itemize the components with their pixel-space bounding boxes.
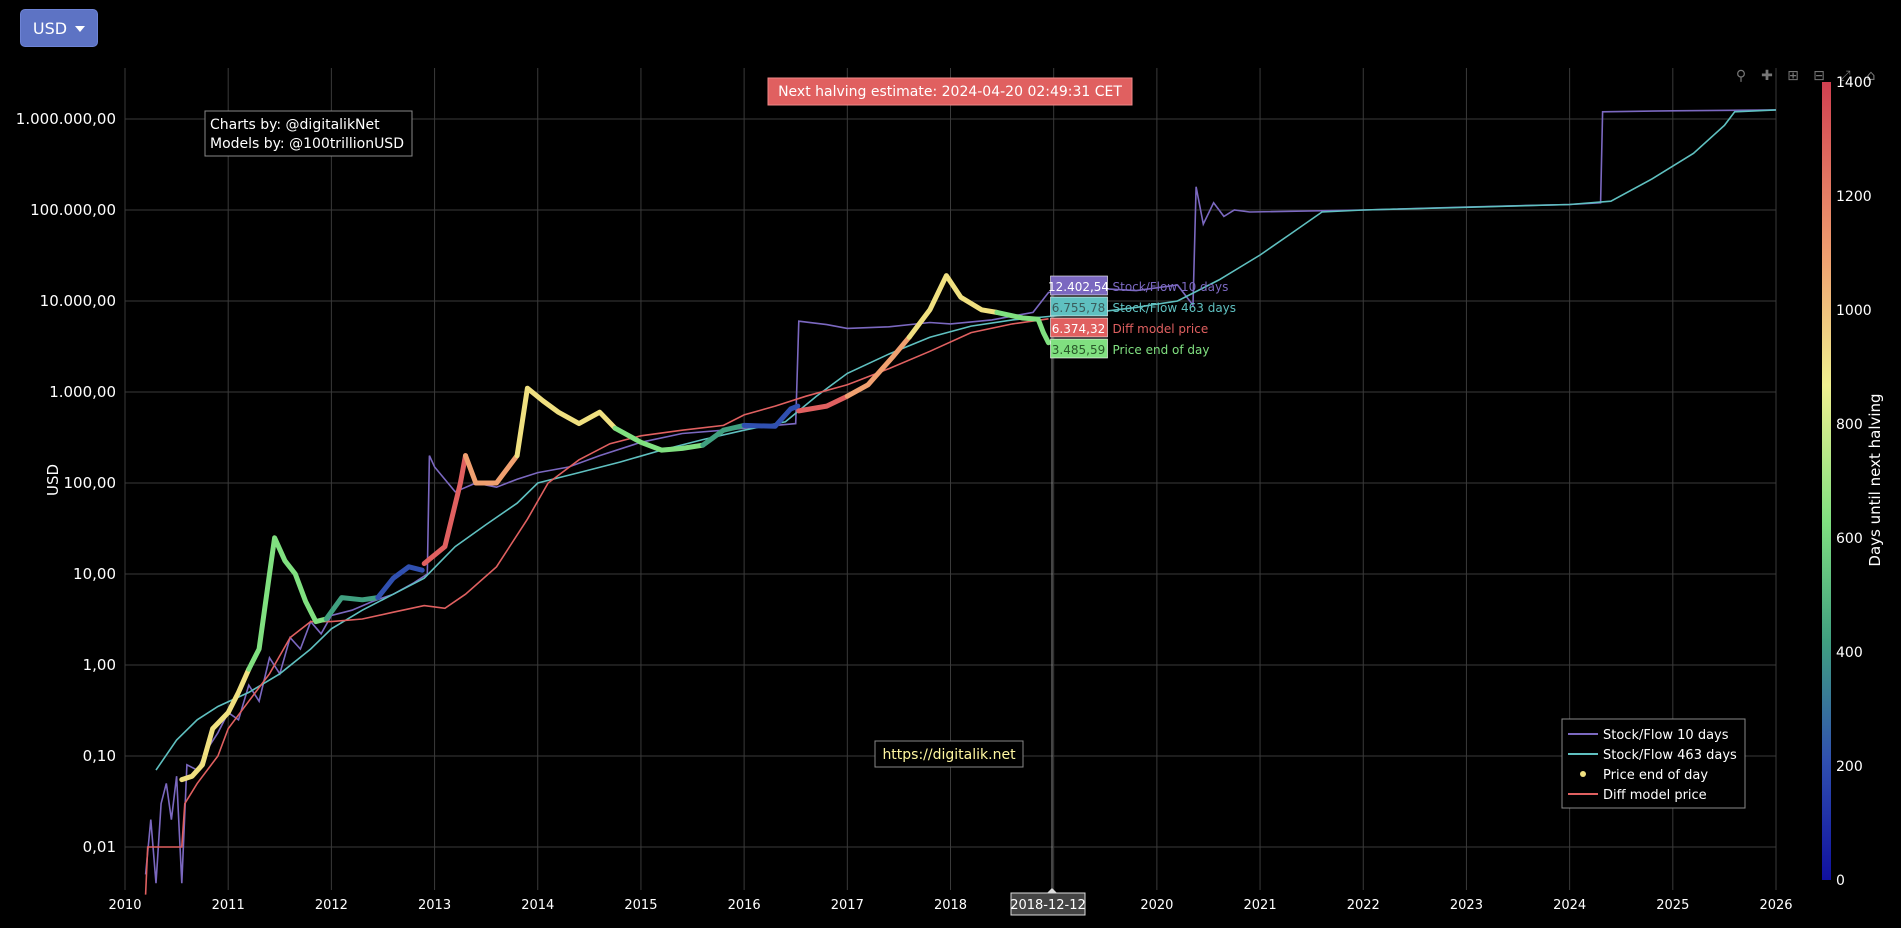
x-tick-label: 2021 bbox=[1244, 898, 1277, 913]
halving-text: Next halving estimate: 2024-04-20 02:49:… bbox=[778, 84, 1122, 100]
colorbar bbox=[1822, 82, 1831, 880]
reset-axes-icon[interactable]: ⌂ bbox=[1866, 68, 1876, 84]
credits-line-2: Models by: @100trillionUSD bbox=[210, 136, 404, 152]
colorbar-tick-label: 600 bbox=[1836, 531, 1863, 547]
price-segment bbox=[179, 666, 252, 783]
zoom-in-icon[interactable]: ⊞ bbox=[1787, 68, 1799, 84]
website-box bbox=[874, 740, 1024, 768]
price-segment bbox=[994, 309, 1051, 346]
halving-banner bbox=[767, 77, 1133, 106]
modebar: ⚲ ✚ ⊞ ⊟ ⤢ ⌂ bbox=[1731, 66, 1881, 86]
colorbar-tick-label: 0 bbox=[1836, 873, 1845, 889]
hover-value-box bbox=[1050, 275, 1108, 296]
price-segment bbox=[463, 453, 520, 486]
colorbar-tick-label: 800 bbox=[1836, 417, 1863, 433]
x-tick-label: 2012 bbox=[315, 898, 348, 913]
zoom-out-icon[interactable]: ⊟ bbox=[1813, 68, 1825, 84]
legend-label[interactable]: Price end of day bbox=[1603, 768, 1708, 783]
x-tick-label: 2023 bbox=[1450, 898, 1483, 913]
x-tick-label: 2024 bbox=[1553, 898, 1586, 913]
currency-dropdown-button[interactable]: USD bbox=[20, 9, 98, 47]
x-tick-label: 2015 bbox=[624, 898, 657, 913]
colorbar-tick-label: 400 bbox=[1836, 645, 1863, 661]
hover-series-name: Stock/Flow 463 days bbox=[1113, 301, 1237, 315]
colorbar-title: Days until next halving bbox=[1866, 393, 1884, 566]
x-tick-label: 2025 bbox=[1656, 898, 1689, 913]
x-axis-ticks: 2010201120122013201420152016201720182019… bbox=[108, 898, 1792, 913]
colorbar-tick-label: 1400 bbox=[1836, 75, 1872, 91]
series-line bbox=[144, 109, 1777, 884]
x-tick-label: 2016 bbox=[728, 898, 761, 913]
price-segment bbox=[906, 273, 1000, 340]
hover-value: 6.755,78 bbox=[1052, 301, 1105, 315]
x-tick-label: 2018 bbox=[934, 898, 967, 913]
y-tick-label: 10.000,00 bbox=[40, 292, 116, 310]
credits-line-1: Charts by: @digitalikNet bbox=[210, 117, 380, 133]
x-tick-label: 2010 bbox=[108, 898, 141, 913]
hover-value-box bbox=[1050, 296, 1108, 317]
hover-value: 3.485,59 bbox=[1052, 343, 1105, 357]
legend: Stock/Flow 10 days Stock/Flow 463 days Pri… bbox=[1568, 728, 1737, 803]
price-segment bbox=[612, 425, 706, 453]
pan-icon[interactable]: ✚ bbox=[1761, 68, 1773, 84]
colorbar-tick-label: 1000 bbox=[1836, 303, 1872, 319]
y-axis-ticks: 0,01 0,10 1,00 10,00 100,00 1.000,00 10.000,00… bbox=[16, 110, 116, 856]
series-line bbox=[144, 318, 1049, 895]
x-tick-label: 2013 bbox=[418, 898, 451, 913]
colorbar-tick-label: 1200 bbox=[1836, 189, 1872, 205]
colorbar-tick-label: 200 bbox=[1836, 759, 1863, 775]
hover-value-box bbox=[1050, 317, 1108, 338]
legend-label[interactable]: Stock/Flow 463 days bbox=[1603, 748, 1737, 763]
hover-date: 2018-12-12 bbox=[1010, 898, 1086, 913]
price-segment bbox=[844, 334, 912, 399]
y-tick-label: 0,10 bbox=[83, 747, 116, 765]
autoscale-icon[interactable]: ⤢ bbox=[1839, 68, 1851, 84]
hover-value: 12.402,54 bbox=[1048, 280, 1109, 294]
price-segment bbox=[375, 564, 425, 601]
x-tick-label: 2017 bbox=[831, 898, 864, 913]
colorbar-ticks: 0 200 400 600 800 1000 1200 1400 bbox=[1836, 75, 1872, 889]
y-tick-label: 1,00 bbox=[83, 656, 116, 674]
y-axis-label: USD bbox=[44, 464, 62, 496]
currency-label: USD bbox=[32, 18, 68, 38]
zoom-icon[interactable]: ⚲ bbox=[1735, 68, 1747, 84]
legend-label[interactable]: Stock/Flow 10 days bbox=[1603, 728, 1729, 743]
price-segment bbox=[514, 385, 618, 459]
price-segment bbox=[323, 595, 381, 622]
hover-value-box bbox=[1050, 338, 1108, 359]
hover-value: 6.374,32 bbox=[1052, 322, 1105, 336]
y-tick-label: 1.000.000,00 bbox=[16, 110, 116, 128]
x-tick-label: 2014 bbox=[521, 898, 554, 913]
price-segment bbox=[741, 403, 801, 429]
price-segment bbox=[700, 422, 747, 448]
legend-label[interactable]: Diff model price bbox=[1603, 788, 1707, 803]
hover-date-box: 2018-12-12 bbox=[1010, 888, 1086, 916]
price-segment bbox=[246, 535, 329, 672]
y-tick-label: 100,00 bbox=[64, 474, 117, 492]
credits-box bbox=[204, 110, 413, 157]
legend-swatch bbox=[1580, 771, 1586, 777]
series-line bbox=[155, 109, 1777, 771]
grid-lines bbox=[124, 68, 1777, 890]
x-tick-label: 2026 bbox=[1759, 898, 1792, 913]
x-tick-label: 2020 bbox=[1140, 898, 1173, 913]
hover-series-name: Stock/Flow 10 days bbox=[1113, 280, 1229, 294]
x-tick-label: 2022 bbox=[1347, 898, 1380, 913]
price-segment bbox=[421, 453, 468, 567]
x-tick-label: 2011 bbox=[212, 898, 245, 913]
series-layer bbox=[144, 109, 1777, 895]
hover-series-name: Price end of day bbox=[1113, 343, 1210, 357]
y-tick-label: 0,01 bbox=[83, 838, 116, 856]
hover-labels: 12.402,54 Stock/Flow 10 days 6.755,78 Stock… bbox=[1048, 275, 1237, 359]
y-tick-label: 10,00 bbox=[73, 565, 116, 583]
price-layer bbox=[179, 273, 1051, 783]
price-segment bbox=[796, 393, 850, 414]
hover-series-name: Diff model price bbox=[1113, 322, 1209, 336]
caret-down-icon bbox=[75, 26, 86, 32]
y-tick-label: 100.000,00 bbox=[30, 201, 116, 219]
website-link[interactable]: https://digitalik.net bbox=[882, 747, 1016, 763]
y-tick-label: 1.000,00 bbox=[49, 383, 116, 401]
